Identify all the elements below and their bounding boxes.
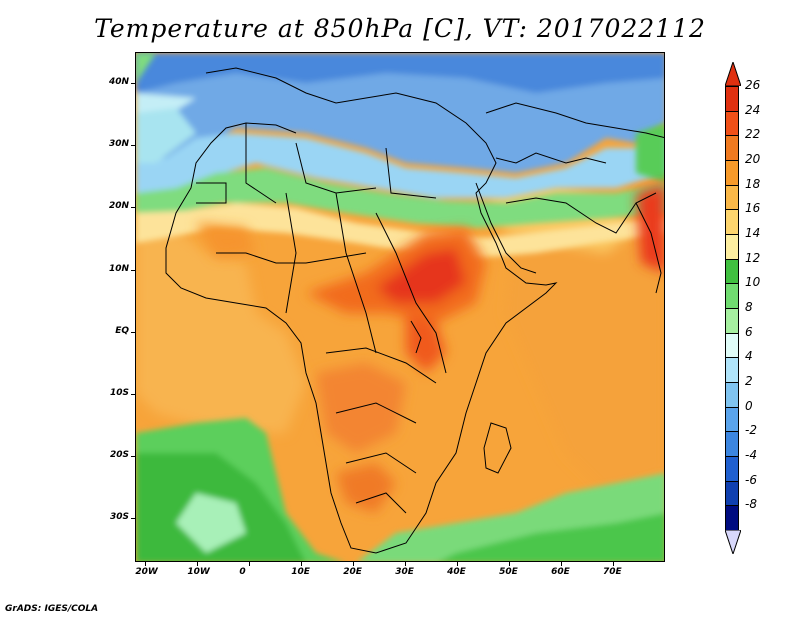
lon-tick: [301, 562, 303, 566]
colorbar-box: [725, 258, 739, 285]
lat-label: EQ: [115, 325, 129, 336]
colorbar-label: 12: [745, 250, 761, 265]
grads-credit: GrADS: IGES/COLA: [5, 604, 99, 614]
lon-label: 60E: [551, 567, 570, 577]
lon-tick: [509, 562, 511, 566]
colorbar-box: [725, 480, 739, 507]
lon-tick: [405, 562, 407, 566]
lat-label: 30N: [108, 139, 129, 150]
lat-tick: [131, 518, 135, 520]
lon-label: 10E: [291, 567, 310, 577]
lon-tick: [613, 562, 615, 566]
lon-label: 10W: [187, 567, 210, 577]
colorbar-box: [725, 505, 739, 531]
colorbar-label: 14: [745, 226, 761, 240]
colorbar-label: -6: [745, 472, 757, 487]
lat-tick: [131, 145, 135, 147]
colorbar-label: 4: [745, 349, 753, 364]
colorbar-label: 2: [745, 374, 753, 388]
colorbar-label: 24: [745, 102, 761, 117]
colorbar-label: 16: [745, 201, 761, 216]
colorbar-box: [725, 209, 739, 235]
lat-tick: [131, 269, 135, 271]
colorbar-label: 8: [745, 300, 753, 314]
coastlines: [165, 67, 664, 554]
colorbar-label: -4: [745, 448, 757, 462]
colorbar-label: 20: [745, 152, 761, 166]
lat-tick: [131, 83, 135, 85]
lat-label: 20S: [109, 450, 129, 461]
colorbar-box: [725, 160, 739, 186]
colorbar-box: [725, 234, 739, 260]
lon-label: 40E: [447, 567, 466, 577]
colorbar-box: [725, 406, 739, 433]
colorbar-label: -8: [745, 497, 757, 512]
lon-label: 0: [239, 567, 246, 577]
colorbar-box: [725, 431, 739, 457]
lon-tick: [457, 562, 459, 566]
colorbar-bottom-arrow: [725, 530, 741, 554]
lat-tick: [131, 456, 135, 458]
lat-tick: [131, 394, 135, 396]
map-panel: [135, 52, 665, 562]
colorbar-box: [725, 456, 739, 482]
lat-label: 20N: [108, 201, 129, 212]
chart-title: Temperature at 850hPa [C], VT: 201702211…: [94, 14, 706, 43]
colorbar-box: [725, 357, 739, 383]
colorbar-box: [725, 86, 739, 112]
colorbar-box: [725, 308, 739, 334]
colorbar-label: 10: [745, 275, 761, 290]
lat-label: 30S: [109, 512, 129, 523]
colorbar-top-arrow: [725, 62, 741, 86]
lon-label: 20E: [343, 567, 362, 577]
lon-tick: [197, 562, 199, 566]
lon-label: 30E: [395, 567, 414, 577]
colorbar-box: [725, 283, 739, 309]
lon-label: 20W: [135, 567, 158, 577]
lat-label: 10N: [108, 263, 129, 274]
colorbar-label: 6: [745, 324, 753, 339]
colorbar-box: [725, 332, 739, 359]
lat-tick: [131, 331, 135, 333]
lon-tick: [249, 562, 251, 566]
colorbar-box: [725, 135, 739, 161]
lon-tick: [353, 562, 355, 566]
temperature-field: [136, 53, 664, 561]
lon-label: 50E: [499, 567, 518, 577]
colorbar-box: [725, 382, 739, 408]
colorbar-label: 26: [745, 78, 761, 92]
colorbar-box: [725, 184, 739, 211]
colorbar-label: 0: [745, 398, 753, 413]
lon-tick: [561, 562, 563, 566]
colorbar-label: 18: [745, 176, 761, 191]
colorbar-label: 22: [745, 127, 761, 142]
lat-label: 10S: [109, 388, 129, 399]
lon-label: 70E: [603, 567, 622, 577]
lon-tick: [145, 562, 147, 566]
colorbar-label: -2: [745, 423, 757, 438]
lat-tick: [131, 207, 135, 209]
colorbar-box: [725, 110, 739, 137]
lat-label: 40N: [108, 77, 129, 88]
